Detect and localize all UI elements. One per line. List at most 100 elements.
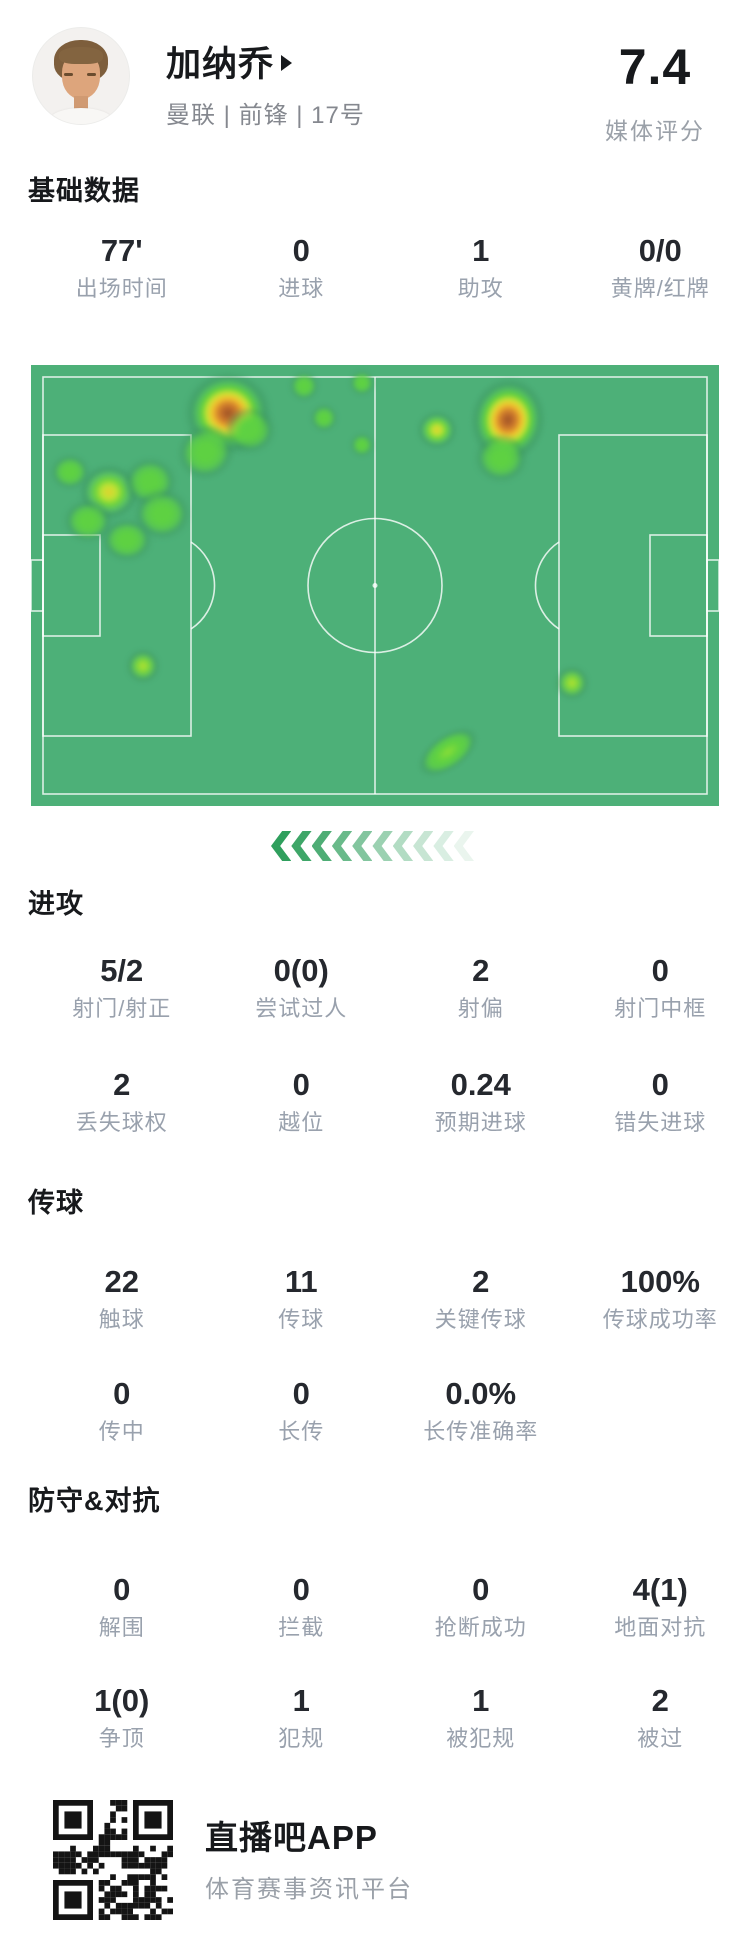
stat-label: 进球 bbox=[278, 276, 325, 301]
stat-label: 被犯规 bbox=[446, 1726, 516, 1751]
stat-label: 越位 bbox=[278, 1110, 325, 1135]
stat-value: 2 bbox=[651, 1683, 669, 1718]
stat-value: 1 bbox=[472, 1683, 490, 1718]
chevron-left-icon bbox=[433, 831, 454, 861]
stat-label: 尝试过人 bbox=[255, 996, 348, 1021]
stat-value: 0 bbox=[292, 233, 310, 268]
stat-value: 2 bbox=[472, 1264, 490, 1299]
stat-label: 丢失球权 bbox=[75, 1110, 168, 1135]
stat-label: 射偏 bbox=[457, 996, 504, 1021]
stat-cell: 0 越位 bbox=[212, 1066, 392, 1138]
avatar-eyebrow bbox=[64, 73, 73, 76]
chevron-left-icon bbox=[372, 831, 393, 861]
stat-label: 犯规 bbox=[278, 1726, 325, 1751]
stat-value: 1(0) bbox=[94, 1683, 150, 1718]
stat-cell: 2 关键传球 bbox=[391, 1263, 571, 1335]
stat-label: 射门中框 bbox=[614, 996, 707, 1021]
player-name: 加纳乔 bbox=[166, 44, 275, 84]
heat-blob bbox=[349, 370, 375, 396]
avatar-eyebrow bbox=[87, 73, 96, 76]
stat-cell: 1 被犯规 bbox=[391, 1682, 571, 1754]
chevron-left-icon bbox=[271, 831, 292, 861]
stat-cell: 22 触球 bbox=[32, 1263, 212, 1335]
stat-cell: 0 拦截 bbox=[212, 1571, 392, 1643]
stat-cell: 100% 传球成功率 bbox=[571, 1263, 750, 1335]
stat-label: 错失进球 bbox=[614, 1110, 707, 1135]
section-title-attack: 进攻 bbox=[28, 889, 84, 919]
stat-value: 0 bbox=[292, 1572, 310, 1607]
stat-cell: 1 犯规 bbox=[212, 1682, 392, 1754]
heat-blob bbox=[289, 371, 319, 401]
section-title-basic: 基础数据 bbox=[28, 176, 140, 206]
stat-cell: 11 传球 bbox=[212, 1263, 392, 1335]
attack-stats-row-2: 2 丢失球权 0 越位 0.24 预期进球 0 错失进球 bbox=[0, 1066, 750, 1138]
stat-label: 传中 bbox=[98, 1419, 145, 1444]
heat-blob bbox=[555, 666, 589, 700]
stat-label: 抢断成功 bbox=[434, 1615, 527, 1640]
stat-value: 0 bbox=[113, 1572, 131, 1607]
heatmap-pitch bbox=[31, 365, 719, 806]
stat-label: 长传准确率 bbox=[423, 1419, 539, 1444]
stat-cell: 2 丢失球权 bbox=[32, 1066, 212, 1138]
stat-value: 22 bbox=[104, 1264, 139, 1299]
stat-value: 100% bbox=[620, 1264, 700, 1299]
stat-value: 5/2 bbox=[100, 953, 144, 988]
heat-blob bbox=[224, 406, 276, 454]
stat-cell: 0 射门中框 bbox=[571, 952, 750, 1024]
app-name: 直播吧APP bbox=[205, 1819, 378, 1856]
stat-label: 拦截 bbox=[278, 1615, 325, 1640]
defense-stats-row-1: 0 解围 0 拦截 0 抢断成功 4(1) 地面对抗 bbox=[0, 1571, 750, 1643]
stat-label: 被过 bbox=[637, 1726, 684, 1751]
stat-value: 0 bbox=[292, 1376, 310, 1411]
stat-value: 0/0 bbox=[638, 233, 682, 268]
stat-label: 解围 bbox=[98, 1615, 145, 1640]
passing-stats-row-1: 22 触球 11 传球 2 关键传球 100% 传球成功率 bbox=[0, 1263, 750, 1335]
stat-label: 地面对抗 bbox=[614, 1615, 707, 1640]
stat-cell: 0.0% 长传准确率 bbox=[391, 1375, 571, 1447]
stat-label: 助攻 bbox=[457, 276, 504, 301]
stat-value: 0 bbox=[651, 1067, 669, 1102]
stat-value: 0 bbox=[472, 1572, 490, 1607]
stat-cell: 0/0 黄牌/红牌 bbox=[571, 232, 750, 304]
stat-value: 4(1) bbox=[632, 1572, 688, 1607]
player-avatar bbox=[32, 27, 130, 125]
player-name-link[interactable]: 加纳乔 bbox=[166, 40, 293, 84]
media-rating-value: 7.4 bbox=[618, 39, 692, 95]
stat-label: 预期进球 bbox=[434, 1110, 527, 1135]
stat-cell: 0 长传 bbox=[212, 1375, 392, 1447]
stat-cell: 0 错失进球 bbox=[571, 1066, 750, 1138]
chevron-left-icon bbox=[392, 831, 414, 861]
pitch-lines bbox=[31, 376, 719, 795]
stat-cell: 77' 出场时间 bbox=[32, 232, 212, 304]
stat-value: 0 bbox=[292, 1067, 310, 1102]
stat-label: 传球成功率 bbox=[602, 1307, 718, 1332]
stat-label: 黄牌/红牌 bbox=[610, 276, 710, 301]
heat-blob bbox=[310, 404, 338, 432]
stat-value: 1 bbox=[292, 1683, 310, 1718]
stat-value: 0 bbox=[113, 1376, 131, 1411]
heat-blob bbox=[417, 411, 457, 449]
chevron-left-icon bbox=[453, 831, 474, 861]
stat-label: 射门/射正 bbox=[72, 996, 172, 1021]
stat-cell: 0 解围 bbox=[32, 1571, 212, 1643]
stat-value: 0.24 bbox=[450, 1067, 511, 1102]
defense-stats-row-2: 1(0) 争顶 1 犯规 1 被犯规 2 被过 bbox=[0, 1682, 750, 1754]
avatar-shirt bbox=[49, 108, 113, 124]
heat-blob bbox=[474, 433, 528, 483]
stat-label: 关键传球 bbox=[434, 1307, 527, 1332]
stat-value: 2 bbox=[472, 953, 490, 988]
stat-cell: 0.24 预期进球 bbox=[391, 1066, 571, 1138]
chevron-left-icon bbox=[311, 831, 332, 861]
section-title-defense: 防守&对抗 bbox=[28, 1486, 161, 1516]
stat-cell: 0 抢断成功 bbox=[391, 1571, 571, 1643]
chevron-left-icon bbox=[413, 831, 434, 861]
stat-value: 0 bbox=[651, 953, 669, 988]
stat-label: 出场时间 bbox=[75, 276, 168, 301]
qr-code bbox=[53, 1800, 173, 1920]
stat-cell: 4(1) 地面对抗 bbox=[571, 1571, 750, 1643]
stat-label: 触球 bbox=[98, 1307, 145, 1332]
app-tagline: 体育赛事资讯平台 bbox=[205, 1876, 413, 1903]
passing-stats-row-2: 0 传中 0 长传 0.0% 长传准确率 bbox=[0, 1375, 750, 1447]
chevron-left-icon bbox=[291, 831, 312, 861]
chevron-left-icon bbox=[352, 831, 373, 861]
